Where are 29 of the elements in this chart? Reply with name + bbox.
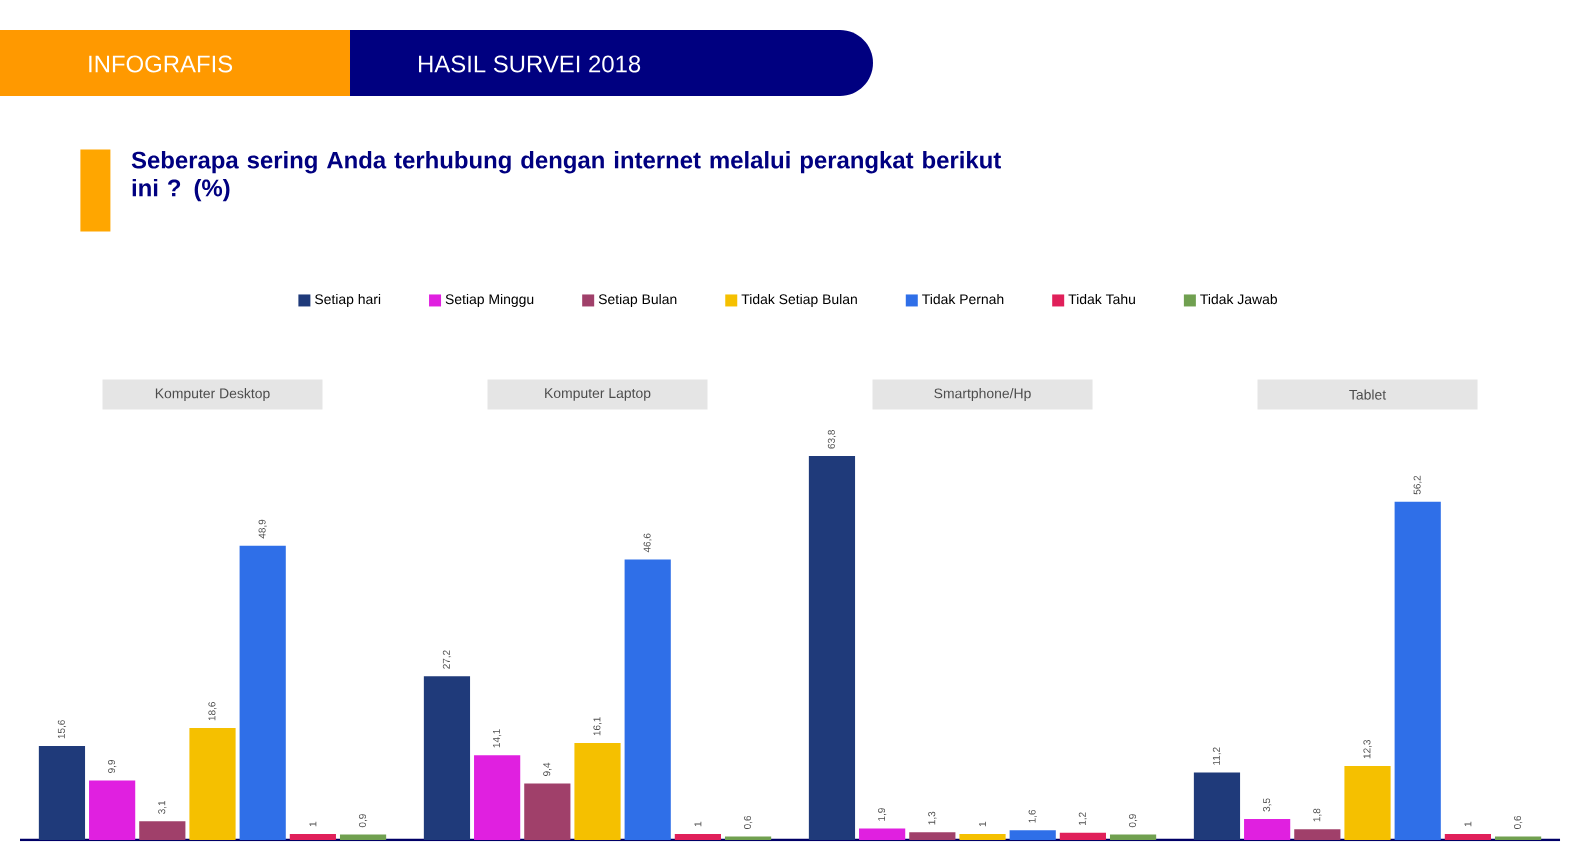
bar xyxy=(139,821,186,841)
bar xyxy=(808,456,856,841)
bar xyxy=(959,834,1006,841)
text: HASIL SURVEI 2018 xyxy=(419,55,641,73)
bar xyxy=(1394,502,1441,841)
bar xyxy=(1344,766,1391,841)
bar xyxy=(1444,834,1491,841)
bar xyxy=(624,559,671,841)
bar xyxy=(1109,834,1157,841)
bar xyxy=(423,676,471,841)
bar xyxy=(289,834,336,841)
chart-title: Seberapa sering Anda terhubung dengan internet melalui perangkat berikut ini ? (%) xyxy=(131,151,1001,202)
bar xyxy=(859,828,906,841)
bar xyxy=(674,834,721,841)
bar xyxy=(1193,773,1241,841)
bar xyxy=(1059,833,1106,841)
bar xyxy=(1294,829,1341,841)
bar xyxy=(1009,830,1056,841)
bar xyxy=(524,783,571,841)
bar xyxy=(1244,819,1291,841)
bar xyxy=(474,755,521,841)
bar xyxy=(189,728,236,841)
bar xyxy=(89,780,136,841)
bar xyxy=(239,546,286,841)
bar xyxy=(339,834,387,841)
bar xyxy=(38,746,86,841)
bar xyxy=(574,743,621,841)
bar xyxy=(909,832,956,841)
text: INFOGRAFIS xyxy=(89,55,233,73)
